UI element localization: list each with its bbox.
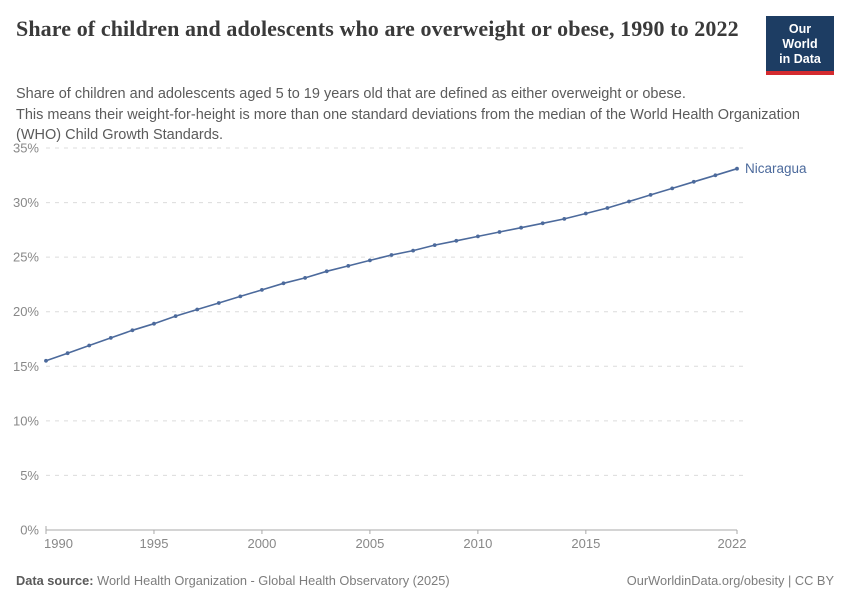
data-point[interactable] bbox=[562, 217, 567, 221]
data-point[interactable] bbox=[735, 166, 739, 171]
x-tick-label: 2005 bbox=[355, 536, 384, 551]
data-point[interactable] bbox=[540, 221, 545, 226]
y-tick-label: 0% bbox=[20, 523, 39, 538]
y-tick-label: 25% bbox=[13, 250, 39, 265]
data-point[interactable] bbox=[389, 253, 394, 257]
data-point[interactable] bbox=[173, 314, 178, 318]
data-point[interactable] bbox=[152, 321, 156, 326]
owid-logo[interactable]: Our World in Data bbox=[766, 16, 834, 76]
y-tick-label: 5% bbox=[20, 468, 39, 483]
data-point[interactable] bbox=[44, 358, 48, 363]
y-tick-label: 15% bbox=[13, 359, 39, 374]
data-point[interactable] bbox=[303, 276, 307, 280]
data-point[interactable] bbox=[454, 238, 459, 243]
data-point[interactable] bbox=[65, 351, 70, 356]
data-point[interactable] bbox=[87, 343, 92, 348]
data-point[interactable] bbox=[281, 281, 286, 286]
attribution-link[interactable]: OurWorldinData.org/obesity | CC BY bbox=[626, 573, 834, 588]
data-point[interactable] bbox=[670, 186, 675, 191]
chart-header: Share of children and adolescents who ar… bbox=[0, 0, 850, 146]
data-point[interactable] bbox=[497, 230, 502, 234]
data-source-label: Data source: bbox=[16, 573, 94, 588]
data-point[interactable] bbox=[108, 336, 113, 340]
owid-logo-line1: Our World bbox=[782, 22, 818, 51]
y-tick-label: 20% bbox=[13, 304, 39, 319]
data-point[interactable] bbox=[324, 269, 329, 274]
data-point[interactable] bbox=[130, 328, 135, 333]
entity-label[interactable]: Nicaragua bbox=[745, 161, 807, 176]
chart-canvas[interactable]: 0% 5% 10% 15% 20% 25% 30% 35% 1990 1995 2000 2005 20… bbox=[0, 138, 850, 562]
y-tick-label: 10% bbox=[13, 413, 39, 428]
subtitle-line-2: This means their weight-for-height is mo… bbox=[16, 106, 800, 144]
data-point[interactable] bbox=[238, 294, 243, 299]
y-tick-label: 35% bbox=[13, 141, 39, 156]
data-point[interactable] bbox=[627, 199, 631, 204]
x-tick-label: 2000 bbox=[247, 536, 276, 551]
trend-line[interactable] bbox=[45, 167, 738, 362]
x-tick-label: 2010 bbox=[463, 536, 492, 551]
data-point[interactable] bbox=[432, 243, 437, 247]
data-point[interactable] bbox=[411, 248, 415, 253]
x-tick-label: 2022 bbox=[718, 536, 747, 551]
chart-subtitle: Share of children and adolescents aged 5… bbox=[16, 84, 834, 146]
data-point[interactable] bbox=[648, 193, 653, 197]
data-source-text: World Health Organization - Global Healt… bbox=[97, 573, 450, 588]
subtitle-line-1: Share of children and adolescents aged 5… bbox=[16, 86, 686, 103]
x-tick-label: 1995 bbox=[140, 536, 169, 551]
data-point[interactable] bbox=[368, 258, 372, 263]
data-point[interactable] bbox=[216, 301, 221, 305]
data-point[interactable] bbox=[519, 225, 523, 230]
page-title: Share of children and adolescents who ar… bbox=[16, 16, 739, 41]
x-tick-label: 2015 bbox=[571, 536, 600, 551]
data-point[interactable] bbox=[260, 288, 264, 292]
data-source: Data source: World Health Organization -… bbox=[16, 573, 450, 588]
x-tick-label: 1990 bbox=[44, 536, 73, 551]
data-point[interactable] bbox=[605, 206, 610, 210]
y-tick-label: 30% bbox=[13, 195, 39, 210]
chart-footer: Data source: World Health Organization -… bbox=[0, 573, 850, 588]
data-point[interactable] bbox=[476, 234, 480, 239]
data-point[interactable] bbox=[691, 179, 696, 184]
data-point[interactable] bbox=[713, 173, 718, 178]
data-point[interactable] bbox=[346, 264, 351, 268]
owid-logo-line2: in Data bbox=[779, 51, 821, 66]
data-point[interactable] bbox=[583, 211, 588, 216]
data-point[interactable] bbox=[195, 307, 200, 312]
